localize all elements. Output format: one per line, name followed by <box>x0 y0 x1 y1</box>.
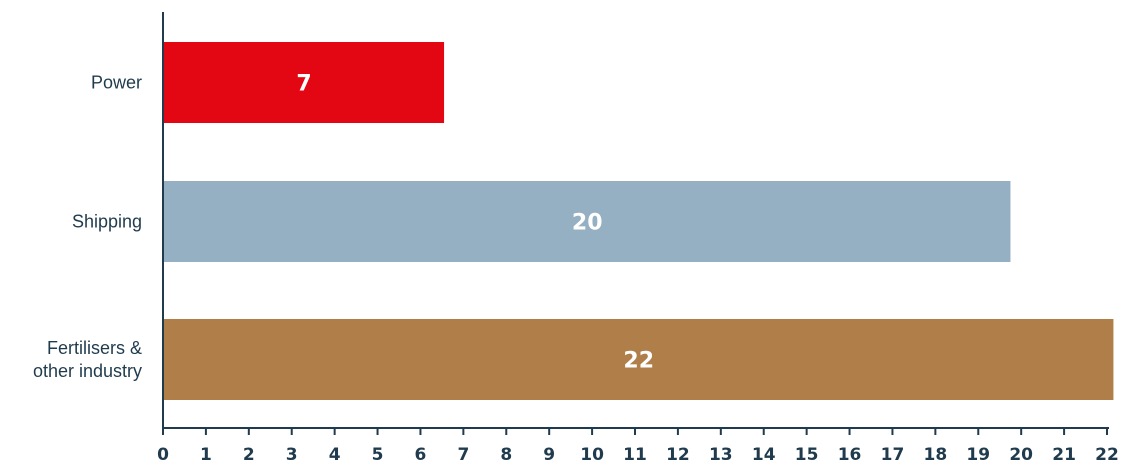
x-tick-label-3: 3 <box>286 445 298 465</box>
data-label-1: 20 <box>572 211 603 236</box>
x-tick-label-13: 13 <box>709 445 733 465</box>
x-tick-label-16: 16 <box>838 445 862 465</box>
category-label-0: Power <box>91 73 142 93</box>
x-tick-label-12: 12 <box>666 445 690 465</box>
x-tick-label-6: 6 <box>415 445 427 465</box>
category-labels: Power Shipping Fertilisers & other industry <box>33 73 142 382</box>
x-tick-label-10: 10 <box>580 445 604 465</box>
x-tick-label-0: 0 <box>157 445 169 465</box>
x-tick-label-4: 4 <box>329 445 341 465</box>
x-tick-label-22: 22 <box>1095 445 1119 465</box>
x-tick-label-14: 14 <box>752 445 776 465</box>
x-tick-label-17: 17 <box>881 445 905 465</box>
x-tick-label-1: 1 <box>200 445 212 465</box>
category-label-2: Fertilisers & other industry <box>33 338 142 381</box>
x-tick-label-2: 2 <box>243 445 255 465</box>
x-tick-label-11: 11 <box>623 445 647 465</box>
x-tick-label-18: 18 <box>924 445 948 465</box>
data-label-0: 7 <box>296 72 311 97</box>
bar-2 <box>164 319 1114 400</box>
category-label-1: Shipping <box>72 212 142 232</box>
bars-layer: 7 20 22 <box>164 42 1114 400</box>
x-tick-label-9: 9 <box>543 445 555 465</box>
x-tick-label-8: 8 <box>500 445 512 465</box>
x-tick-label-5: 5 <box>372 445 384 465</box>
bar-0 <box>164 42 445 123</box>
bar-1 <box>164 181 1011 262</box>
x-tick-label-15: 15 <box>795 445 819 465</box>
x-tick-label-19: 19 <box>966 445 990 465</box>
x-tick-label-21: 21 <box>1052 445 1076 465</box>
x-axis-ticks: 0 1 2 3 4 5 6 7 8 9 10 11 12 13 14 15 16 17 18 19 20 21 22 <box>157 428 1119 465</box>
x-tick-label-20: 20 <box>1009 445 1033 465</box>
data-label-2: 22 <box>623 349 654 374</box>
x-tick-label-7: 7 <box>457 445 469 465</box>
